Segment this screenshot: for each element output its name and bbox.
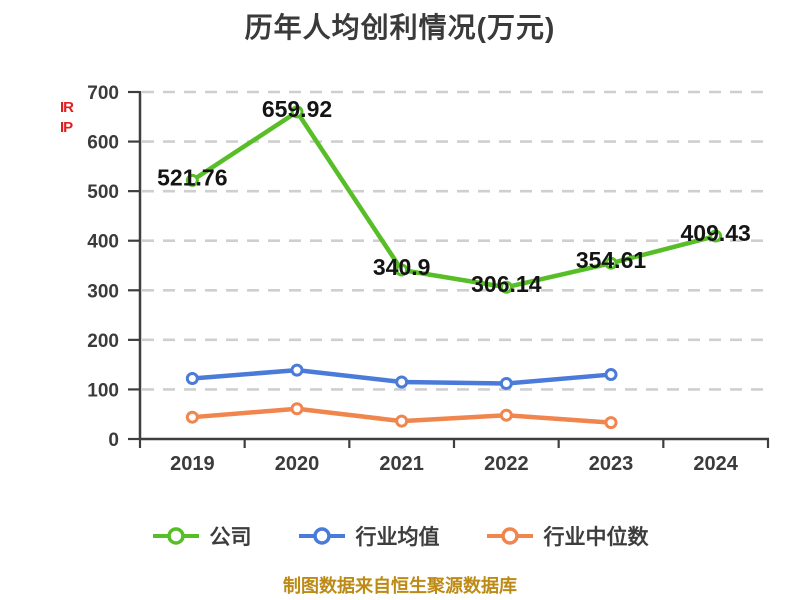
data-point [604, 256, 618, 270]
data-point-label: 659.92 [262, 96, 332, 122]
data-point [499, 280, 513, 294]
data-point [290, 363, 304, 377]
data-point-label: 521.76 [157, 164, 227, 190]
data-point [185, 173, 199, 187]
legend-label-company: 公司 [209, 526, 252, 549]
data-point [395, 375, 409, 389]
data-point [604, 368, 618, 382]
y-tick-label: 400 [87, 232, 119, 253]
data-point-label: 409.43 [680, 220, 750, 246]
data-point [185, 372, 199, 386]
data-point [499, 408, 513, 422]
data-point [499, 376, 513, 390]
data-point [290, 402, 304, 416]
legend-marker-company [152, 527, 199, 545]
y-tick-label: 600 [87, 133, 119, 154]
legend-label-industry-median: 行业中位数 [543, 526, 649, 549]
x-tick-label: 2022 [484, 453, 529, 475]
chart-title: 历年人均创利情况(万元) [244, 12, 556, 43]
data-point [185, 410, 199, 424]
legend-marker-industry-mean [298, 527, 345, 545]
y-tick-label: 0 [108, 430, 119, 451]
profit-line-chart: 0 100 200 300 400 500 600 700 2019 2020 2021 2022 20… [87, 83, 770, 475]
legend: 公司 行业均值 行业中位数 [0, 521, 800, 551]
x-tick-label: 2020 [275, 453, 320, 475]
x-tick-label: 2021 [379, 453, 424, 475]
watermark-line: IP [60, 119, 73, 136]
data-point-label: 306.14 [471, 271, 542, 297]
legend-marker-industry-median [486, 527, 533, 545]
legend-item-company[interactable]: 公司 [152, 521, 252, 551]
data-point-label: 340.9 [373, 254, 431, 280]
series-line [190, 109, 718, 290]
legend-item-industry-median[interactable]: 行业中位数 [486, 521, 649, 551]
data-point [395, 414, 409, 428]
y-tick-label: 200 [87, 331, 119, 352]
y-tick-label: 300 [87, 281, 119, 302]
watermark-line: IR [60, 99, 74, 116]
y-tick-label: 100 [87, 380, 119, 401]
data-point [290, 105, 304, 119]
legend-label-industry-mean: 行业均值 [355, 526, 440, 549]
x-tick-label: 2024 [693, 453, 738, 475]
data-point [709, 229, 723, 243]
data-point [604, 416, 618, 430]
data-point-label: 354.61 [576, 247, 647, 273]
y-tick-label: 700 [87, 83, 119, 104]
data-source-note: 制图数据来自恒生聚源数据库 [283, 576, 517, 596]
data-point [395, 263, 409, 277]
watermark: IR IP [60, 98, 86, 138]
legend-item-industry-mean[interactable]: 行业均值 [298, 521, 440, 551]
y-tick-label: 500 [87, 182, 119, 203]
x-tick-label: 2023 [589, 453, 634, 475]
x-tick-label: 2019 [170, 453, 215, 475]
